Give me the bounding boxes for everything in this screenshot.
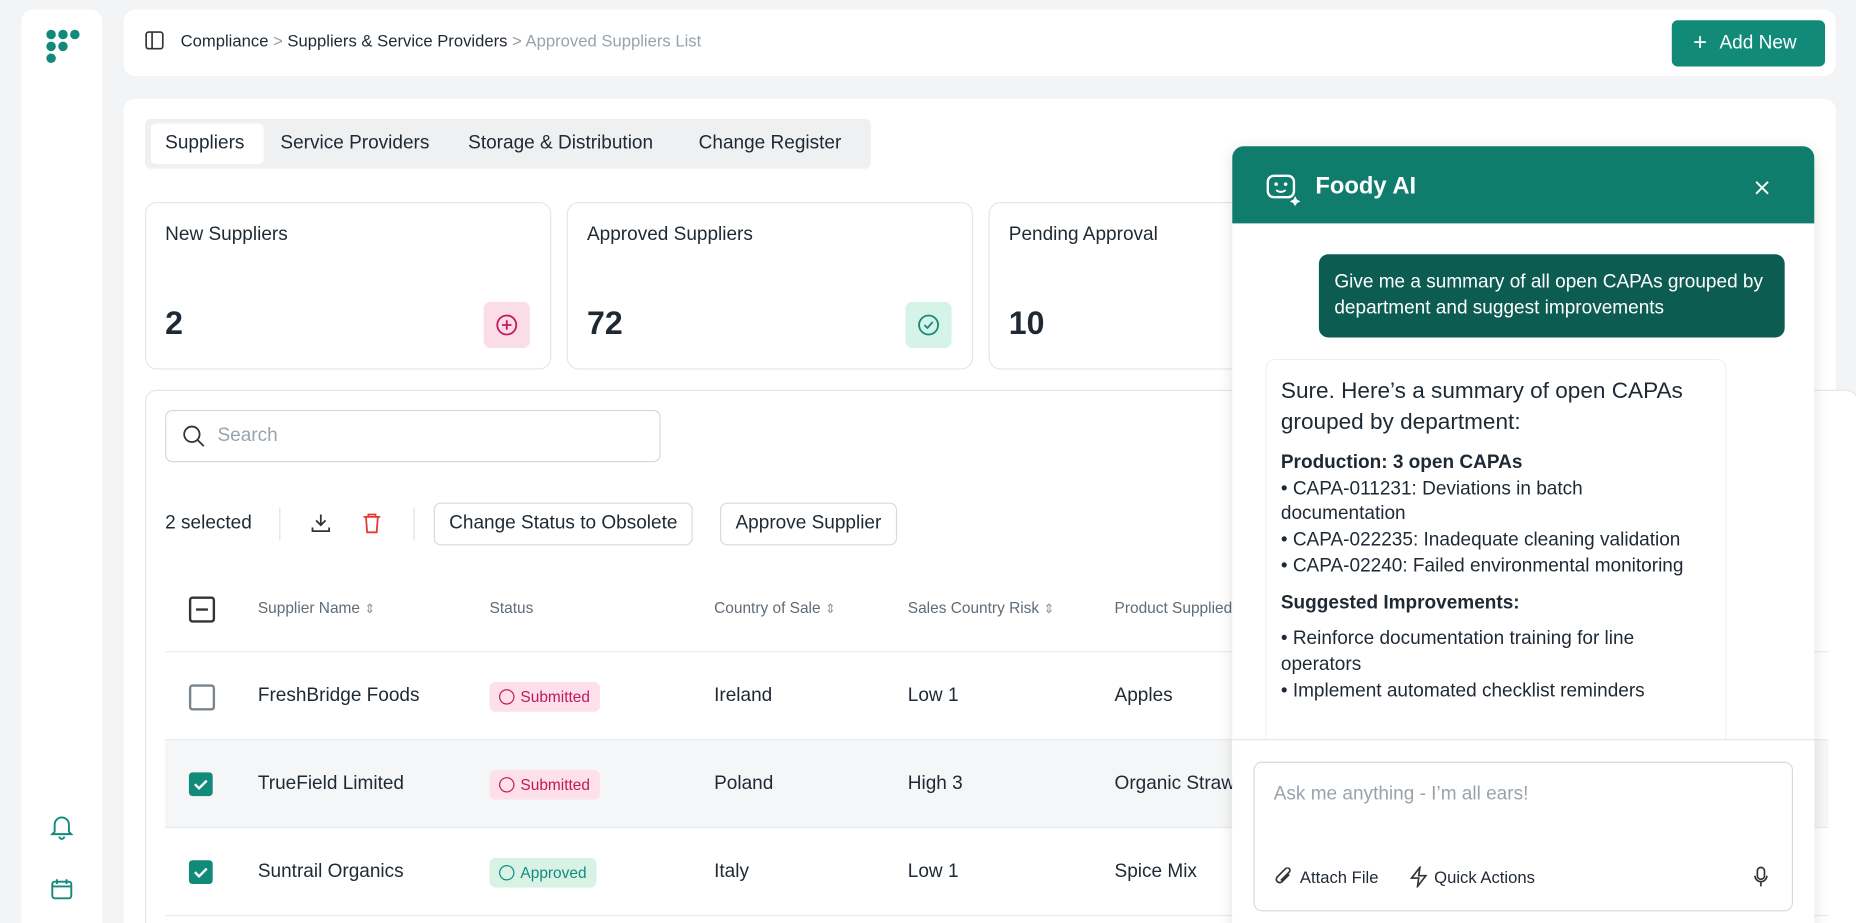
cell: Low 1 [907, 685, 959, 706]
tabs: Suppliers Service Providers Storage & Di… [144, 118, 871, 169]
tab[interactable]: Storage & Distribution [468, 133, 654, 154]
sidebar [21, 9, 103, 923]
chat-input-area: Ask me anything - I’m all ears! Attach F… [1232, 739, 1815, 923]
user-message: Give me a summary of all open CAPAs grou… [1318, 254, 1785, 338]
reply-intro: Sure. Here’s a summary of open CAPAs gro… [1280, 379, 1683, 435]
status-badge: Approved [489, 857, 597, 888]
stat-card: Approved Suppliers 72 [566, 201, 974, 370]
quick-actions-button[interactable]: Quick Actions [1434, 867, 1535, 887]
logo [46, 29, 80, 63]
row-divider [165, 651, 1829, 653]
attach-button[interactable]: Attach File [1299, 867, 1379, 887]
attach-icon [1275, 867, 1291, 884]
column-header[interactable]: Sales Country Risk ⇕ [907, 598, 1055, 617]
reply-section: Production: 3 open CAPAs [1280, 452, 1523, 473]
input-placeholder: Ask me anything - I’m all ears! [1273, 784, 1529, 805]
stat-value: 72 [586, 305, 623, 342]
supplier-name[interactable]: Suntrail Organics [257, 861, 404, 882]
reply-section: Suggested Improvements: [1280, 592, 1520, 613]
chat-panel: Foody AI Give me a summary of all open C… [1232, 146, 1815, 923]
column-header[interactable]: Supplier Name ⇕ [257, 598, 376, 617]
status-text: Submitted [520, 687, 590, 706]
row-checkbox[interactable] [188, 684, 216, 711]
cell: Apples [1114, 685, 1173, 706]
close-button[interactable] [1755, 181, 1769, 195]
reply-item: • CAPA-022235: Inadequate cleaning valid… [1280, 530, 1681, 551]
chat-header: Foody AI [1232, 146, 1815, 224]
bolt-icon [1409, 866, 1428, 888]
mic-icon[interactable] [1754, 866, 1768, 887]
status-badge: Submitted [489, 769, 600, 800]
search-box[interactable]: Search [165, 409, 661, 463]
table: Supplier Name ⇕ Status Country of Sale ⇕ Sa… [165, 558, 1829, 923]
download-icon[interactable] [310, 512, 331, 533]
cell: Spice Mix [1114, 861, 1197, 882]
stat-value: 2 [165, 305, 184, 342]
tab[interactable]: Change Register [698, 133, 842, 154]
calendar-icon[interactable] [50, 877, 74, 901]
action-button[interactable]: Approve Supplier [720, 502, 897, 546]
stat-card: New Suppliers 2 [144, 201, 552, 370]
reply-item: • Reinforce documentation training for l… [1280, 628, 1635, 675]
stat-icon [483, 301, 530, 349]
button-label: Add New [1719, 33, 1797, 54]
header: Compliance > Suppliers & Service Provide… [123, 9, 1836, 77]
status-badge: Submitted [489, 682, 600, 712]
cell: Ireland [714, 685, 773, 706]
row-checkbox[interactable] [188, 772, 213, 797]
crumb[interactable]: Suppliers & Service Providers [287, 30, 508, 50]
stat-label: Pending Approval [1008, 224, 1158, 245]
stat-label: New Suppliers [165, 224, 288, 245]
supplier-name[interactable]: TrueField Limited [257, 773, 405, 794]
cell: High 3 [907, 773, 963, 794]
divider [279, 507, 281, 541]
crumb: Approved Suppliers List [525, 30, 702, 50]
status-text: Approved [520, 863, 587, 882]
cell: Italy [714, 861, 749, 882]
reply-item: • CAPA-02240: Failed environmental monit… [1280, 555, 1684, 577]
row-checkbox[interactable] [188, 860, 213, 885]
reply-item: • CAPA-011231: Deviations in batch docum… [1280, 478, 1583, 525]
action-button[interactable]: Change Status to Obsolete [433, 502, 693, 546]
stat-icon [905, 301, 952, 349]
tab[interactable]: Suppliers [165, 133, 245, 154]
tab[interactable]: Service Providers [280, 133, 430, 154]
column-header: Status [489, 598, 534, 617]
reply-item: • Implement automated checklist reminder… [1280, 680, 1645, 701]
supplier-name[interactable]: FreshBridge Foods [257, 685, 420, 706]
status-text: Submitted [520, 775, 590, 794]
select-all[interactable] [188, 596, 216, 623]
crumb[interactable]: Compliance [180, 30, 269, 50]
add-new-button[interactable]: + Add New [1671, 20, 1826, 67]
chat-title: Foody AI [1315, 173, 1417, 200]
active-tab-bg [150, 123, 264, 164]
row-divider [165, 739, 1829, 741]
chat-input[interactable]: Ask me anything - I’m all ears! Attach F… [1253, 761, 1793, 912]
search-icon [183, 425, 205, 447]
cell: Poland [714, 773, 774, 794]
row-divider [165, 826, 1829, 829]
breadcrumb: Compliance > Suppliers & Service Provide… [180, 30, 702, 50]
divider [413, 507, 415, 541]
delete-icon[interactable] [362, 512, 381, 534]
row-divider [165, 914, 1829, 917]
stat-label: Approved Suppliers [586, 224, 753, 245]
sidebar-toggle[interactable] [145, 31, 164, 50]
bot-icon [1266, 174, 1301, 206]
ai-reply: Sure. Here’s a summary of open CAPAs gro… [1265, 358, 1727, 787]
search-placeholder: Search [217, 425, 278, 446]
selected-count: 2 selected [165, 513, 252, 534]
stat-value: 10 [1008, 305, 1045, 342]
column-header[interactable]: Country of Sale ⇕ [714, 598, 836, 617]
cell: Low 1 [907, 861, 959, 882]
column-header: Product Supplied [1114, 598, 1233, 617]
notifications-icon[interactable] [49, 814, 74, 840]
